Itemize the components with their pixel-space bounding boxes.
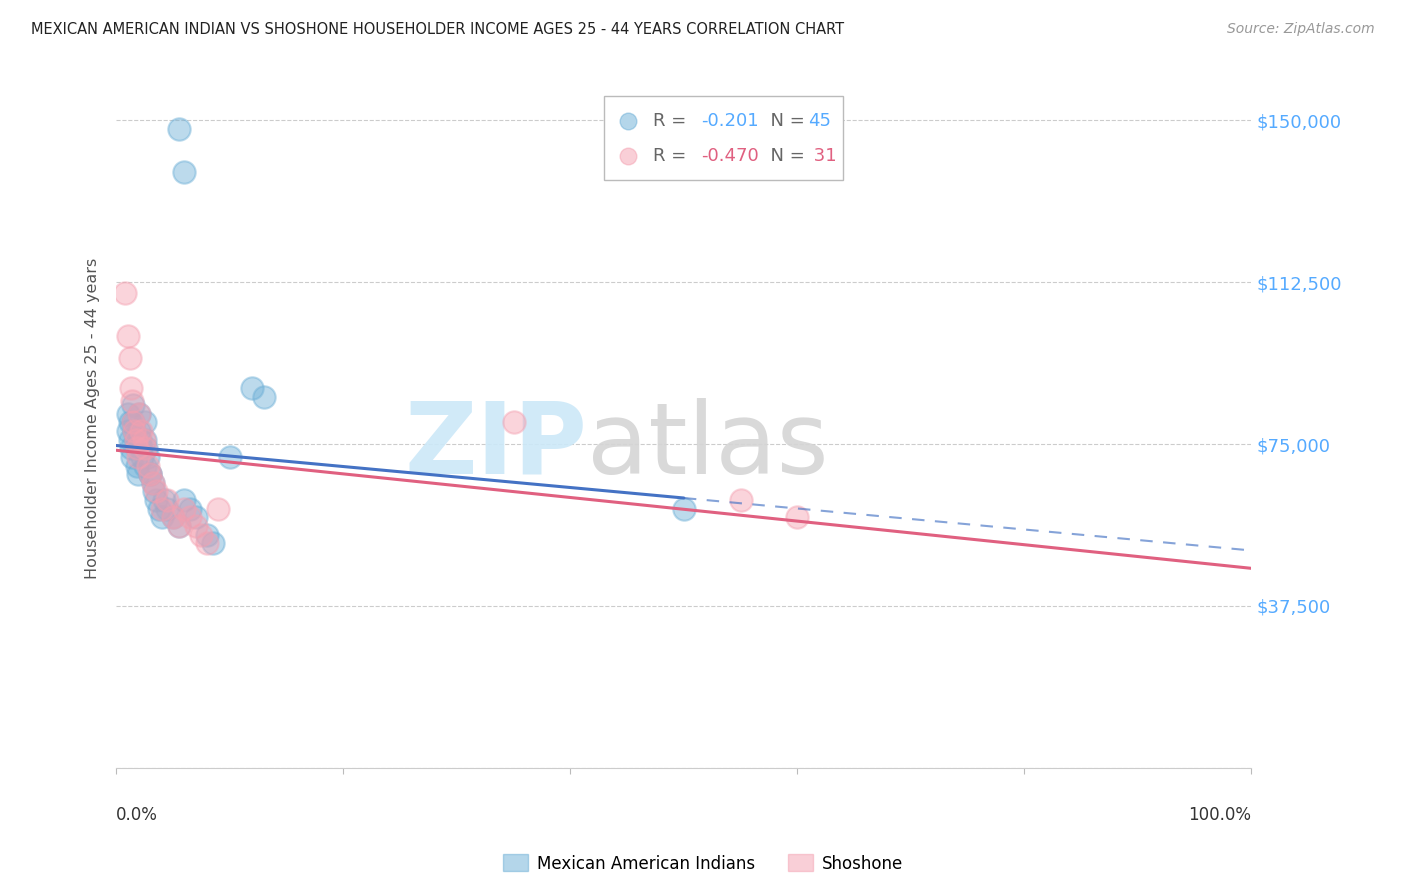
Point bbox=[128, 407, 150, 421]
Point bbox=[120, 381, 142, 395]
Point bbox=[121, 393, 143, 408]
Point bbox=[253, 390, 276, 404]
Point bbox=[150, 510, 173, 524]
Point bbox=[162, 510, 184, 524]
Text: ZIP: ZIP bbox=[405, 398, 588, 494]
Point bbox=[139, 467, 162, 482]
Point bbox=[132, 433, 155, 447]
Point bbox=[201, 536, 224, 550]
Legend: Mexican American Indians, Shoshone: Mexican American Indians, Shoshone bbox=[496, 847, 910, 880]
Point bbox=[124, 433, 146, 447]
Point bbox=[139, 467, 162, 482]
Point bbox=[195, 527, 218, 541]
Y-axis label: Householder Income Ages 25 - 44 years: Householder Income Ages 25 - 44 years bbox=[86, 258, 100, 579]
Point bbox=[125, 442, 148, 456]
Text: N =: N = bbox=[759, 112, 810, 129]
Text: -0.470: -0.470 bbox=[700, 147, 759, 165]
Point bbox=[148, 501, 170, 516]
Point bbox=[173, 493, 195, 508]
Point bbox=[134, 416, 156, 430]
Point bbox=[128, 407, 150, 421]
Point bbox=[124, 433, 146, 447]
Point bbox=[118, 416, 141, 430]
Point bbox=[786, 510, 808, 524]
Point bbox=[122, 416, 145, 430]
Point bbox=[150, 501, 173, 516]
Point bbox=[195, 536, 218, 550]
Point bbox=[242, 381, 264, 395]
Point bbox=[184, 510, 207, 524]
Point bbox=[142, 484, 165, 499]
Point bbox=[117, 407, 139, 421]
Point bbox=[134, 458, 156, 473]
Point bbox=[121, 450, 143, 464]
Point bbox=[145, 484, 167, 499]
Point bbox=[118, 433, 141, 447]
Point bbox=[134, 433, 156, 447]
Text: 0.0%: 0.0% bbox=[117, 806, 157, 824]
Point bbox=[672, 501, 695, 516]
Text: 45: 45 bbox=[807, 112, 831, 129]
Point bbox=[122, 416, 145, 430]
Text: atlas: atlas bbox=[588, 398, 830, 494]
Point bbox=[125, 458, 148, 473]
Point bbox=[118, 351, 141, 365]
Point bbox=[179, 501, 201, 516]
Point bbox=[129, 433, 152, 447]
Text: Source: ZipAtlas.com: Source: ZipAtlas.com bbox=[1227, 22, 1375, 37]
Point bbox=[139, 467, 162, 482]
Text: MEXICAN AMERICAN INDIAN VS SHOSHONE HOUSEHOLDER INCOME AGES 25 - 44 YEARS CORREL: MEXICAN AMERICAN INDIAN VS SHOSHONE HOUS… bbox=[31, 22, 844, 37]
Point bbox=[190, 527, 212, 541]
Point bbox=[502, 416, 524, 430]
Point bbox=[173, 165, 195, 179]
FancyBboxPatch shape bbox=[605, 96, 842, 180]
Point bbox=[162, 510, 184, 524]
Point bbox=[156, 493, 179, 508]
Point bbox=[207, 501, 229, 516]
Point bbox=[142, 475, 165, 490]
Text: R =: R = bbox=[654, 112, 692, 129]
Text: -0.201: -0.201 bbox=[700, 112, 758, 129]
Point bbox=[156, 501, 179, 516]
Point bbox=[117, 329, 139, 343]
Point bbox=[124, 424, 146, 438]
Point bbox=[173, 501, 195, 516]
Point bbox=[167, 519, 190, 533]
Point bbox=[184, 519, 207, 533]
Point bbox=[136, 458, 159, 473]
Point bbox=[128, 424, 150, 438]
Text: N =: N = bbox=[759, 147, 810, 165]
Point bbox=[131, 450, 153, 464]
Point bbox=[127, 467, 149, 482]
Point bbox=[167, 122, 190, 136]
Point bbox=[124, 424, 146, 438]
Point bbox=[218, 450, 240, 464]
Point bbox=[114, 285, 136, 300]
Point bbox=[135, 442, 157, 456]
Point bbox=[129, 442, 152, 456]
Point bbox=[179, 510, 201, 524]
Point bbox=[136, 450, 159, 464]
Point bbox=[127, 450, 149, 464]
Point bbox=[730, 493, 752, 508]
Point bbox=[142, 475, 165, 490]
Point bbox=[120, 442, 142, 456]
Point bbox=[129, 424, 152, 438]
Point bbox=[134, 442, 156, 456]
Point bbox=[153, 493, 176, 508]
Text: 100.0%: 100.0% bbox=[1188, 806, 1251, 824]
Text: 31: 31 bbox=[807, 147, 837, 165]
Point bbox=[167, 519, 190, 533]
Point bbox=[125, 442, 148, 456]
Point bbox=[145, 493, 167, 508]
Point bbox=[117, 424, 139, 438]
Point bbox=[122, 398, 145, 412]
Text: R =: R = bbox=[654, 147, 692, 165]
